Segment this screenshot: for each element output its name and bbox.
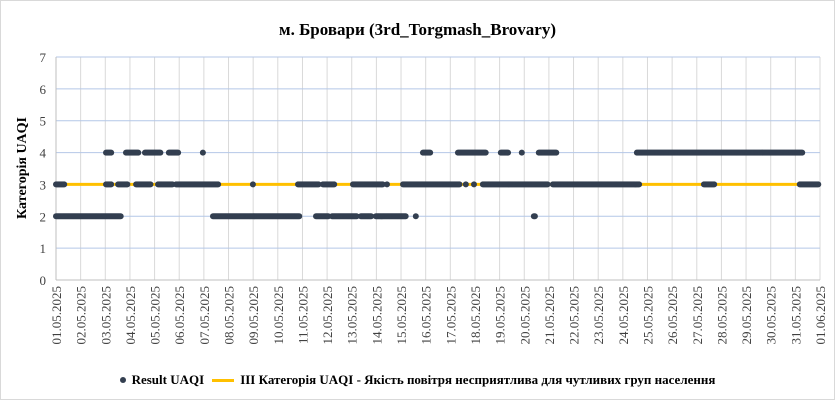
x-tick-label: 20.05.2025 <box>517 286 532 345</box>
data-point <box>135 149 142 156</box>
data-point <box>353 213 360 220</box>
data-point <box>505 149 512 156</box>
x-tick-label: 10.05.2025 <box>271 286 286 345</box>
x-tick-label: 01.06.2025 <box>813 286 828 345</box>
data-point <box>456 181 463 188</box>
data-point <box>379 181 386 188</box>
y-tick-label: 3 <box>40 177 47 192</box>
data-point <box>470 181 477 188</box>
data-point <box>157 149 164 156</box>
data-point <box>518 149 525 156</box>
y-tick-label: 5 <box>40 114 47 129</box>
data-point <box>383 181 390 188</box>
x-tick-label: 25.05.2025 <box>640 286 655 345</box>
data-point <box>368 213 375 220</box>
data-point <box>799 149 806 156</box>
data-point <box>147 181 154 188</box>
data-point <box>412 213 419 220</box>
x-tick-label: 05.05.2025 <box>148 286 163 345</box>
x-tick-label: 16.05.2025 <box>419 286 434 345</box>
x-tick-label: 23.05.2025 <box>591 286 606 345</box>
legend: Result UAQI ІІІ Категорія UAQI - Якість … <box>0 372 835 388</box>
y-tick-label: 0 <box>40 273 47 288</box>
x-tick-label: 27.05.2025 <box>690 286 705 345</box>
data-point <box>249 181 256 188</box>
x-tick-label: 11.05.2025 <box>295 286 310 344</box>
x-tick-label: 18.05.2025 <box>468 286 483 345</box>
x-tick-label: 31.05.2025 <box>788 286 803 345</box>
chart-title: м. Бровари (3rd_Torgmash_Brovary) <box>278 20 557 39</box>
legend-dot-marker <box>119 377 126 383</box>
x-tick-label: 26.05.2025 <box>665 286 680 345</box>
x-tick-label: 22.05.2025 <box>567 286 582 345</box>
legend-label: ІІІ Категорія UAQI - Якість повітря несп… <box>240 372 716 387</box>
x-tick-label: 02.05.2025 <box>74 286 89 345</box>
data-point <box>815 181 822 188</box>
y-tick-label: 7 <box>40 50 47 65</box>
x-tick-label: 28.05.2025 <box>714 286 729 345</box>
data-point <box>296 213 303 220</box>
x-tick-label: 19.05.2025 <box>493 286 508 345</box>
x-tick-label: 30.05.2025 <box>764 286 779 345</box>
y-tick-label: 1 <box>40 241 47 256</box>
x-tick-label: 03.05.2025 <box>98 286 113 345</box>
data-point <box>544 181 551 188</box>
data-point <box>636 181 643 188</box>
legend-item-result: Result UAQI <box>119 372 205 388</box>
legend-label: Result UAQI <box>131 372 205 387</box>
x-tick-label: 21.05.2025 <box>542 286 557 345</box>
y-tick-label: 2 <box>40 209 47 224</box>
y-tick-label: 4 <box>40 146 47 161</box>
x-tick-label: 14.05.2025 <box>369 286 384 345</box>
data-point <box>199 149 206 156</box>
x-tick-label: 09.05.2025 <box>246 286 261 345</box>
data-point <box>402 213 409 220</box>
x-tick-label: 15.05.2025 <box>394 286 409 345</box>
data-point <box>553 149 560 156</box>
data-point <box>215 181 222 188</box>
x-tick-label: 04.05.2025 <box>123 286 138 345</box>
x-tick-label: 07.05.2025 <box>197 286 212 345</box>
x-tick-label: 17.05.2025 <box>443 286 458 345</box>
legend-item-threshold: ІІІ Категорія UAQI - Якість повітря несп… <box>212 372 715 388</box>
data-point <box>61 181 68 188</box>
data-point <box>315 181 322 188</box>
data-point <box>175 149 182 156</box>
data-point <box>124 181 131 188</box>
data-point <box>531 213 538 220</box>
data-point <box>331 181 338 188</box>
y-tick-label: 6 <box>40 82 47 97</box>
data-point <box>462 181 469 188</box>
data-point <box>108 149 115 156</box>
data-point <box>108 181 115 188</box>
data-point <box>711 181 718 188</box>
x-tick-label: 06.05.2025 <box>172 286 187 345</box>
data-point <box>482 149 489 156</box>
legend-line-marker <box>212 378 235 382</box>
x-tick-label: 13.05.2025 <box>345 286 360 345</box>
data-point <box>427 149 434 156</box>
x-tick-label: 12.05.2025 <box>320 286 335 345</box>
data-point <box>117 213 124 220</box>
x-tick-label: 08.05.2025 <box>222 286 237 345</box>
x-tick-label: 01.05.2025 <box>49 286 64 345</box>
x-tick-label: 29.05.2025 <box>739 286 754 345</box>
x-tick-label: 24.05.2025 <box>616 286 631 345</box>
